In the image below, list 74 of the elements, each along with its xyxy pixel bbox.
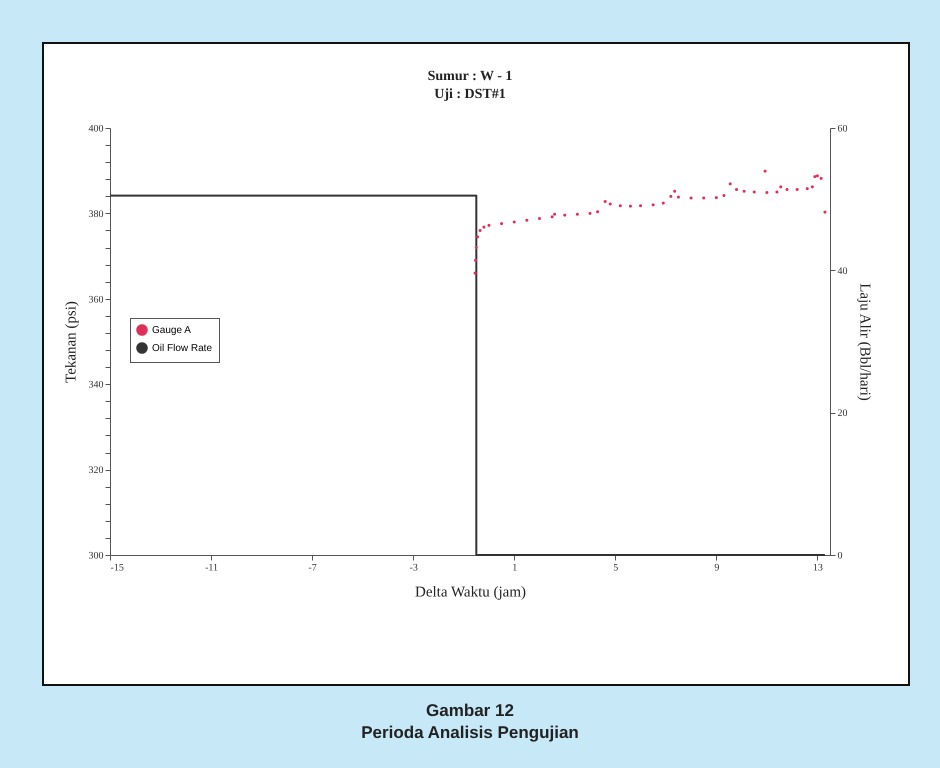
point <box>476 235 480 238</box>
point <box>786 188 789 191</box>
x-tick-label: -15 <box>110 562 124 574</box>
point <box>553 212 556 216</box>
point <box>796 188 799 191</box>
point <box>588 212 592 215</box>
x-tick-label: -11 <box>205 562 218 574</box>
point <box>618 204 622 208</box>
x-tick-label: 13 <box>812 562 823 574</box>
y-tick-label: 320 <box>88 465 104 476</box>
x-tick-label: 5 <box>613 562 618 574</box>
point <box>652 203 655 206</box>
point <box>550 215 554 218</box>
point <box>820 176 823 180</box>
point <box>538 217 541 220</box>
chart-title: Sumur : W - 1 <box>428 69 512 84</box>
x-axis-title: Delta Waktu (jam) <box>415 584 526 600</box>
point <box>604 200 607 203</box>
legend-label: Oil Flow Rate <box>152 343 212 354</box>
y-tick-label: 360 <box>88 294 104 306</box>
point <box>563 214 566 217</box>
y-axis-title: Tekanan (psi) <box>64 301 80 383</box>
y2-tick-label: 60 <box>838 124 848 134</box>
point <box>512 220 516 224</box>
point <box>722 194 726 197</box>
y-tick-label: 400 <box>88 124 104 134</box>
point <box>765 190 768 194</box>
point <box>482 226 486 229</box>
point <box>487 224 490 227</box>
y2-tick-label: 20 <box>838 408 848 420</box>
text: Gambar 12 <box>425 700 515 722</box>
point <box>662 202 665 205</box>
y-tick-label: 340 <box>88 380 104 391</box>
text: Perioda Analisis Pengujian <box>360 722 580 744</box>
x-tick-label: 1 <box>512 562 518 574</box>
point <box>810 185 814 188</box>
point <box>673 190 676 193</box>
point <box>500 222 504 226</box>
point <box>576 212 579 216</box>
y2-tick-label: 0 <box>838 550 842 562</box>
point <box>596 210 600 214</box>
y2-axis-title: Laju Alir (Bbl/hari) <box>856 283 872 401</box>
point <box>775 190 778 194</box>
point <box>690 196 693 200</box>
point <box>676 196 680 199</box>
y-tick-label: 380 <box>88 208 104 220</box>
point <box>816 174 819 178</box>
point <box>728 182 732 186</box>
point <box>813 175 816 178</box>
point <box>764 170 767 173</box>
point <box>714 196 718 200</box>
y2-tick-label: 40 <box>838 266 848 277</box>
point <box>474 246 478 250</box>
point <box>779 185 782 188</box>
point <box>525 218 528 222</box>
point <box>806 187 809 190</box>
point <box>752 190 756 194</box>
x-tick-label: -3 <box>409 562 418 574</box>
point <box>823 210 826 214</box>
point <box>742 190 746 193</box>
point <box>702 196 706 200</box>
y-tick-label: 300 <box>88 550 104 562</box>
point <box>669 194 672 198</box>
x-tick-label: -7 <box>308 562 317 574</box>
x-tick-label: 9 <box>714 562 720 574</box>
point <box>639 204 642 208</box>
point <box>474 258 478 262</box>
chart-subtitle: Uji : DST#1 <box>434 87 506 102</box>
point <box>735 188 738 191</box>
point <box>474 272 477 275</box>
legend-label: Gauge A <box>152 325 192 336</box>
point <box>478 228 482 232</box>
point <box>628 204 632 208</box>
point <box>608 202 612 206</box>
